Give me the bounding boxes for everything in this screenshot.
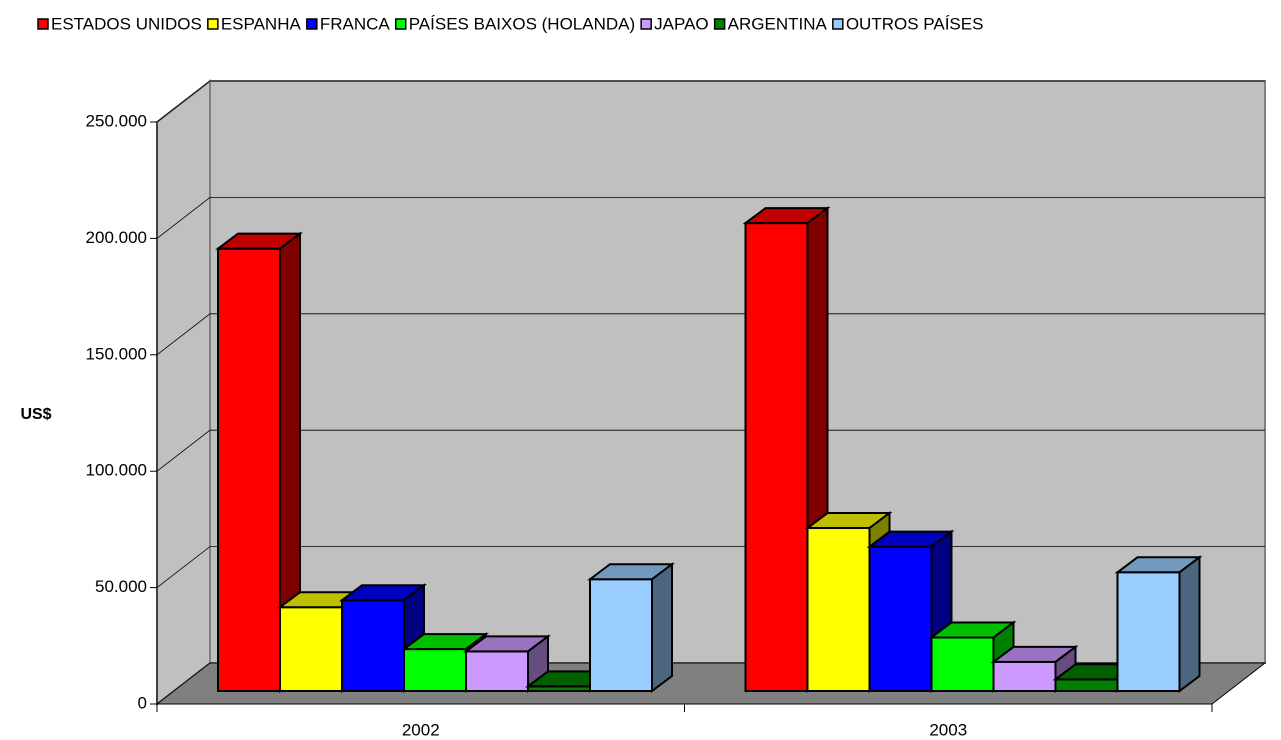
grid-line bbox=[156, 313, 1265, 356]
bar-front bbox=[403, 648, 467, 693]
y-tick-label: 100.000 bbox=[86, 461, 147, 480]
bar-front bbox=[868, 545, 933, 692]
grid-line bbox=[156, 196, 1265, 239]
legend-swatch bbox=[37, 18, 49, 30]
legend-label: ESPANHA bbox=[221, 14, 302, 33]
legend-label: OUTROS PAÍSES bbox=[846, 14, 984, 33]
bar-front bbox=[806, 527, 871, 692]
y-axis-label: US$ bbox=[20, 406, 51, 423]
y-tick-label: 250.000 bbox=[86, 111, 147, 130]
bar bbox=[742, 206, 831, 693]
legend-label: JAPAO bbox=[654, 14, 708, 33]
bar-front bbox=[992, 660, 1057, 693]
x-tick-label: 2003 bbox=[929, 720, 967, 739]
legend-swatch bbox=[394, 18, 407, 30]
bar bbox=[1114, 555, 1203, 693]
bar-side bbox=[1178, 555, 1201, 693]
bar-front bbox=[1054, 678, 1119, 692]
bar-front bbox=[589, 578, 653, 692]
bar bbox=[587, 562, 675, 693]
bar-front bbox=[279, 606, 343, 693]
side-wall bbox=[156, 78, 211, 707]
legend-swatch bbox=[640, 18, 652, 30]
legend-label: ARGENTINA bbox=[728, 14, 828, 33]
legend-swatch bbox=[207, 18, 219, 30]
grid-line bbox=[156, 429, 1265, 472]
y-tick-label: 0 bbox=[138, 693, 147, 712]
bar-front bbox=[930, 636, 995, 692]
bar-front bbox=[217, 247, 281, 692]
bar-front bbox=[1116, 571, 1181, 692]
y-tick-label: 200.000 bbox=[86, 228, 147, 247]
legend-label: FRANCA bbox=[320, 14, 391, 33]
legend-swatch bbox=[713, 18, 726, 30]
y-tick-label: 50.000 bbox=[95, 577, 147, 596]
legend-label: PAÍSES BAIXOS (HOLANDA) bbox=[409, 14, 635, 33]
bar-front bbox=[465, 650, 529, 693]
y-tick-label: 150.000 bbox=[86, 344, 147, 363]
legend-label: ESTADOS UNIDOS bbox=[51, 14, 202, 33]
bar-front bbox=[341, 599, 405, 693]
legend-swatch bbox=[306, 18, 318, 30]
bar-side bbox=[651, 562, 673, 693]
back-wall bbox=[209, 80, 1266, 664]
bar-front bbox=[744, 222, 809, 693]
grid-line bbox=[156, 80, 1265, 123]
bar bbox=[463, 634, 551, 693]
x-tick-label: 2002 bbox=[402, 720, 440, 739]
bar bbox=[928, 620, 1017, 693]
legend-swatch bbox=[832, 18, 844, 30]
